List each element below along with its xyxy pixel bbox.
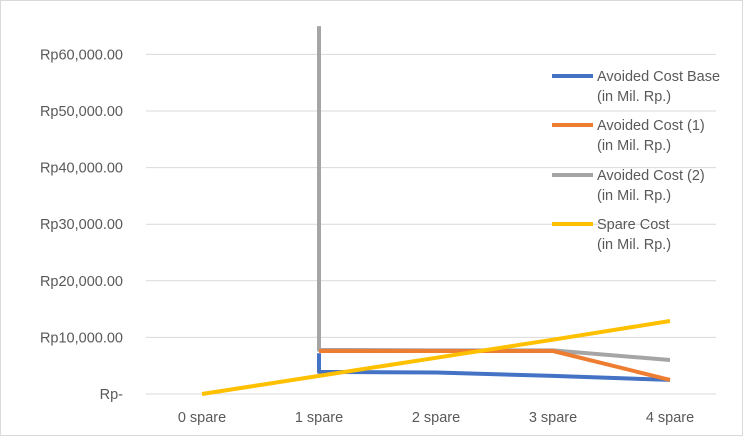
- legend-label-unit: (in Mil. Rp.): [597, 237, 671, 253]
- y-axis-ticks: Rp- Rp10,000.00 Rp20,000.00 Rp30,000.00 Rp40…: [40, 47, 123, 403]
- x-tick-label: 0 spare: [178, 410, 226, 426]
- legend-label-unit: (in Mil. Rp.): [597, 138, 671, 154]
- y-tick-label: Rp10,000.00: [40, 330, 123, 346]
- x-tick-label: 3 spare: [529, 410, 577, 426]
- legend-label: Avoided Cost (1): [597, 118, 705, 134]
- y-tick-label: Rp20,000.00: [40, 274, 123, 290]
- y-tick-label: Rp30,000.00: [40, 217, 123, 233]
- legend-label-unit: (in Mil. Rp.): [597, 89, 671, 105]
- series-line: [319, 349, 671, 382]
- legend-label: Spare Cost: [597, 217, 670, 233]
- series-line: [317, 353, 671, 382]
- y-tick-label: Rp-: [100, 387, 124, 403]
- y-tick-label: Rp50,000.00: [40, 104, 123, 120]
- legend-label: Avoided Cost (2): [597, 168, 705, 184]
- series-layer: [201, 26, 671, 396]
- legend-label: Avoided Cost Base: [597, 69, 720, 85]
- x-tick-label: 1 spare: [295, 410, 343, 426]
- series-line: [201, 319, 671, 396]
- grid-layer: [146, 53, 716, 395]
- legend: Avoided Cost Base (in Mil. Rp.) Avoided Co…: [552, 69, 720, 253]
- y-tick-label: Rp60,000.00: [40, 47, 123, 63]
- x-axis-ticks: 0 spare 1 spare 2 spare 3 spare 4 spare: [178, 410, 694, 426]
- y-tick-label: Rp40,000.00: [40, 161, 123, 177]
- legend-label-unit: (in Mil. Rp.): [597, 188, 671, 204]
- x-tick-label: 4 spare: [646, 410, 694, 426]
- x-tick-label: 2 spare: [412, 410, 460, 426]
